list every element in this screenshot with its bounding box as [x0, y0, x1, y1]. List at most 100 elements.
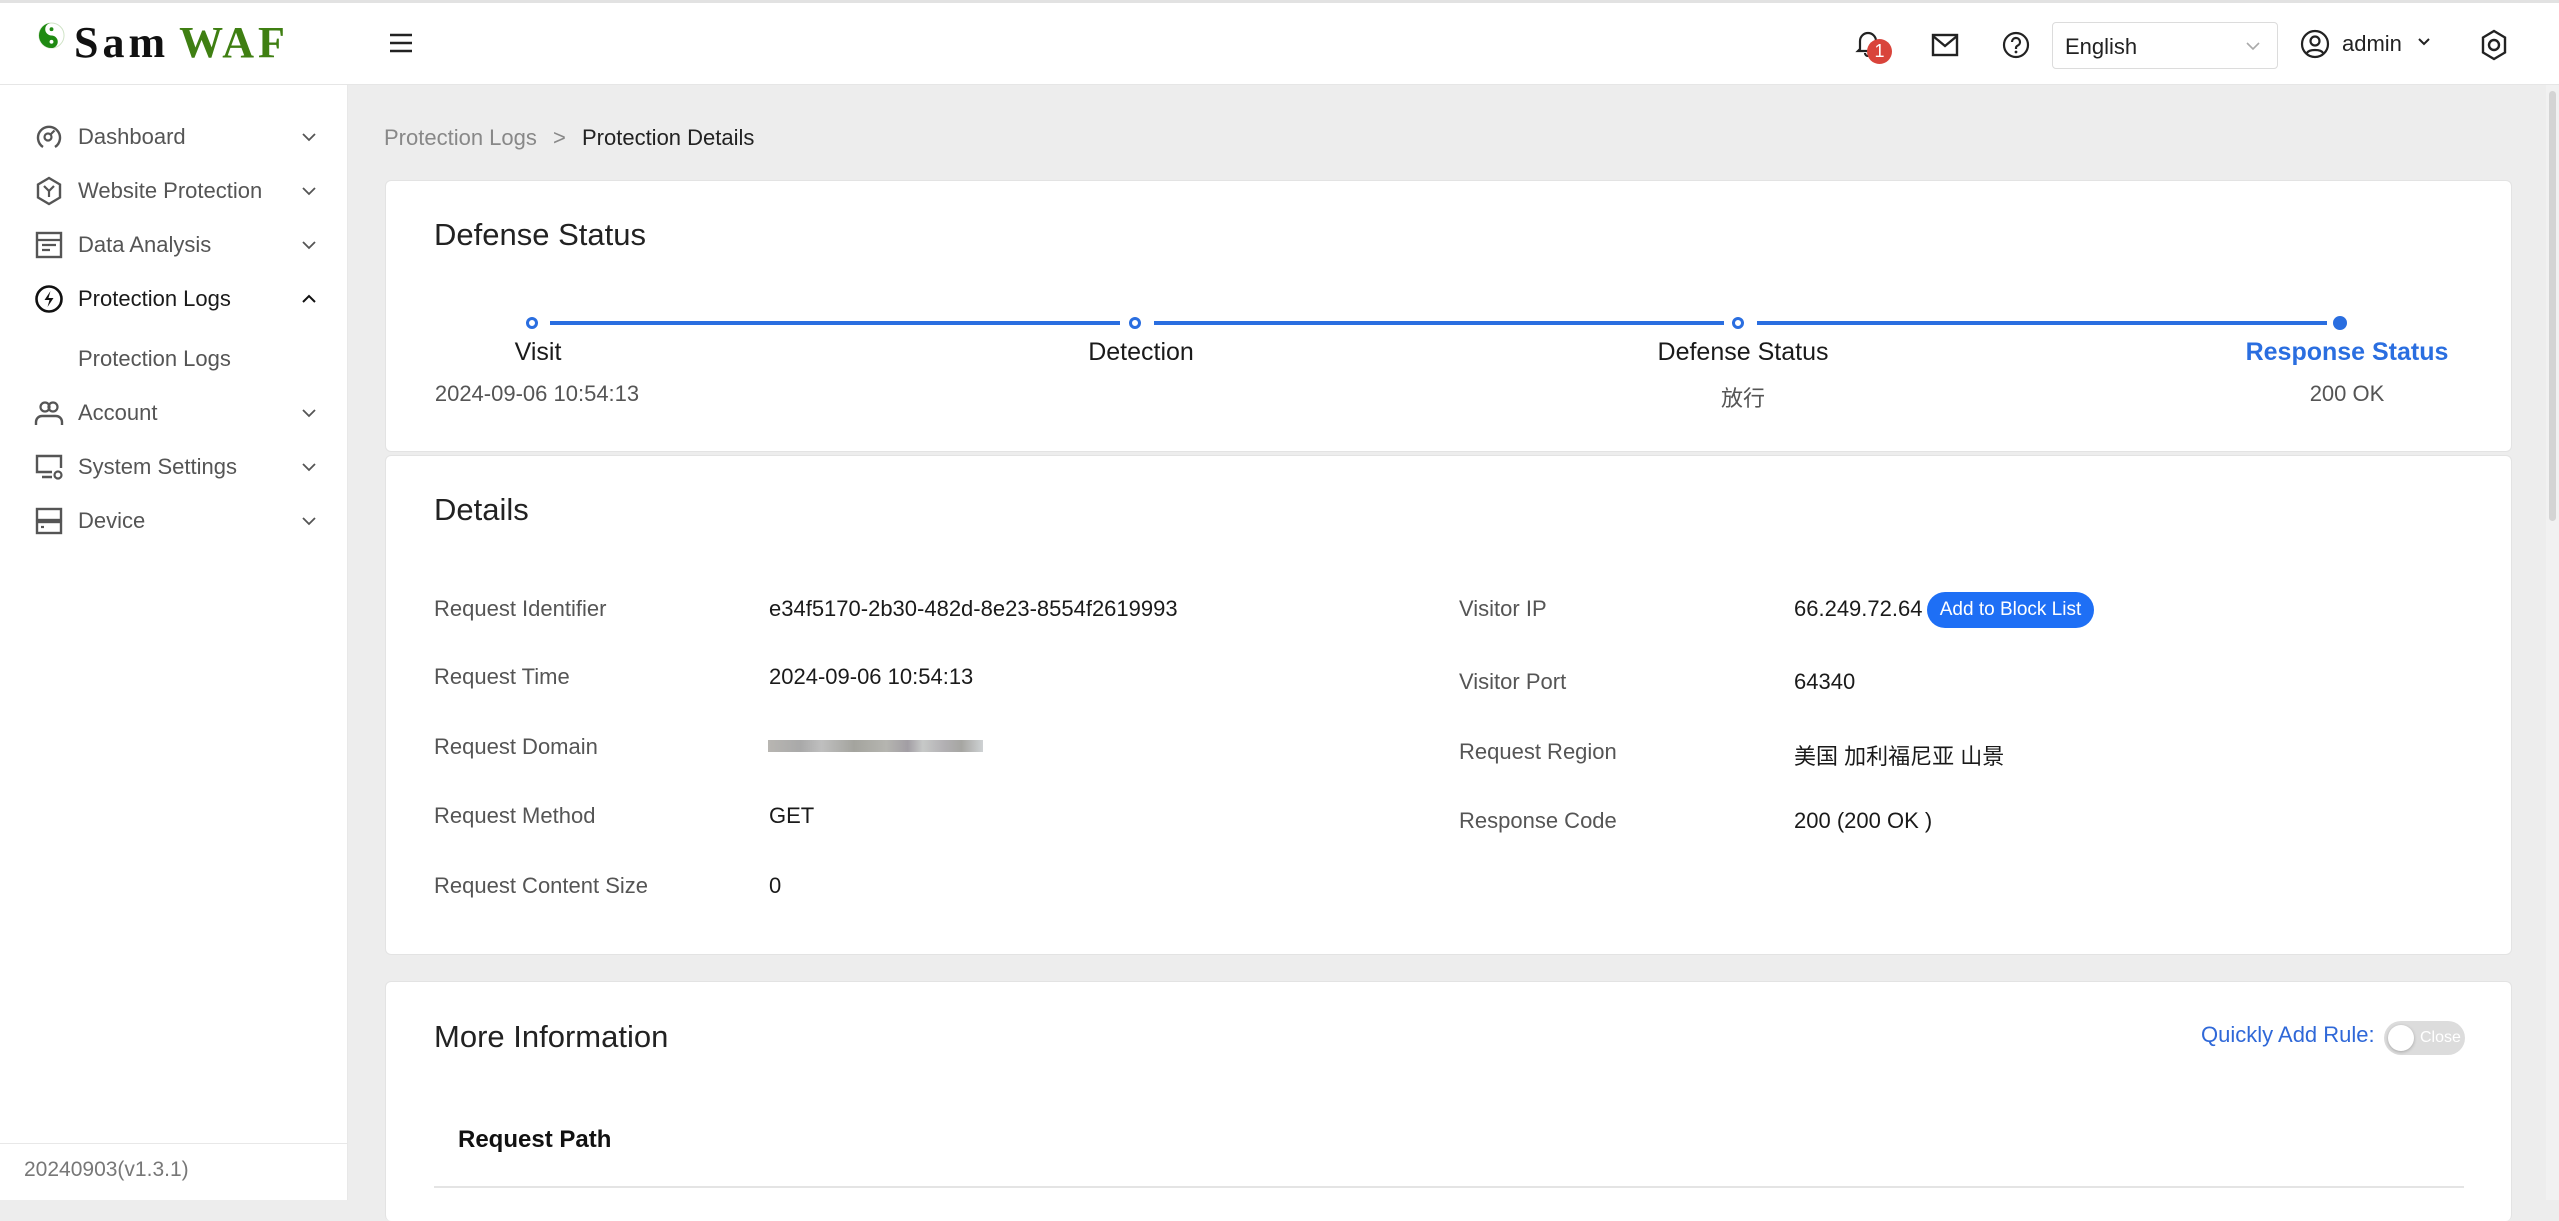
step-label-detection: Detection	[1088, 338, 1194, 366]
step-connector	[1757, 321, 2327, 325]
step-dot-current	[2333, 316, 2347, 330]
sidebar-item-website-protection[interactable]: Website Protection	[0, 169, 348, 213]
language-select-value: English	[2065, 34, 2138, 59]
sidebar-item-label: Data Analysis	[78, 232, 212, 257]
sidebar-item-label: Account	[78, 400, 158, 425]
window-top-border	[0, 0, 2559, 3]
step-label-response-status: Response Status	[2245, 338, 2449, 366]
add-to-block-list-button[interactable]: Add to Block List	[1927, 592, 2094, 628]
brand-name-waf: WAF	[179, 18, 289, 67]
monitor-gear-icon	[35, 454, 63, 480]
visitor-ip-value: 66.249.72.64	[1794, 596, 1923, 621]
sidebar-item-system-settings[interactable]: System Settings	[0, 445, 348, 489]
breadcrumb-separator: >	[553, 125, 566, 150]
step-label-visit: Visit	[514, 338, 562, 366]
section-divider	[434, 1186, 2464, 1188]
response-code-value: 200 (200 OK )	[1794, 808, 1933, 833]
table-list-icon	[35, 231, 63, 259]
dashboard-gauge-icon	[36, 125, 62, 149]
help-icon[interactable]	[2002, 31, 2030, 59]
toggle-state-label: Close	[2420, 1029, 2461, 1046]
step-sub-defense-status: 放行	[1720, 386, 1766, 411]
details-card: Details	[385, 455, 2512, 955]
toggle-knob	[2388, 1025, 2414, 1051]
chevron-down-icon	[2246, 42, 2260, 51]
user-name: admin	[2342, 31, 2402, 56]
detail-label: Request Time	[434, 664, 570, 689]
chevron-down-icon	[2418, 38, 2430, 46]
step-dot	[526, 317, 538, 329]
request-path-heading: Request Path	[458, 1126, 612, 1153]
sidebar: Dashboard Website Protection Data Analys…	[0, 85, 348, 1200]
chevron-down-icon	[302, 463, 316, 472]
request-identifier-value: e34f5170-2b30-482d-8e23-8554f2619993	[769, 596, 1178, 621]
users-icon	[34, 401, 64, 425]
chevron-down-icon	[302, 517, 316, 526]
hexagon-shield-icon	[36, 176, 62, 206]
request-domain-redacted	[768, 740, 983, 752]
scrollbar-thumb[interactable]	[2549, 91, 2556, 521]
request-region-value: 美国 加利福尼亚 山景	[1794, 744, 2005, 769]
lightning-circle-icon	[35, 285, 63, 313]
sidebar-item-label: Protection Logs	[78, 286, 231, 311]
more-information-card: More Information Quickly Add Rule: Close…	[385, 981, 2512, 1221]
detail-label: Request Domain	[434, 734, 598, 759]
sidebar-item-device[interactable]: Device	[0, 499, 348, 543]
chevron-down-icon	[302, 187, 316, 196]
step-dot	[1732, 317, 1744, 329]
detail-label: Request Identifier	[434, 596, 607, 621]
sidebar-item-label: Device	[78, 508, 146, 533]
defense-status-card: Defense Status	[385, 180, 2512, 452]
sidebar-divider	[0, 1143, 348, 1144]
sidebar-subitem-protection-logs[interactable]: Protection Logs	[0, 337, 348, 381]
notification-badge: 1	[1867, 39, 1892, 64]
breadcrumb: Protection Logs > Protection Details	[384, 125, 754, 151]
breadcrumb-current: Protection Details	[581, 125, 755, 150]
card-title: Defense Status	[434, 217, 646, 252]
sidebar-item-protection-logs[interactable]: Protection Logs	[0, 277, 348, 321]
detail-label: Response Code	[1459, 808, 1617, 833]
sidebar-item-account[interactable]: Account	[0, 391, 348, 435]
detail-label: Request Content Size	[434, 873, 649, 898]
request-method-value: GET	[769, 803, 815, 828]
detail-label: Visitor Port	[1459, 669, 1567, 694]
chevron-down-icon	[302, 241, 316, 250]
step-sub-response-status: 200 OK	[2309, 381, 2385, 406]
step-connector	[550, 321, 1120, 325]
chevron-down-icon	[302, 409, 316, 418]
quick-add-rule-toggle[interactable]: Close	[2384, 1021, 2465, 1055]
brand-logo[interactable]: Sam WAF	[74, 17, 289, 68]
sidebar-item-label: Website Protection	[78, 178, 263, 203]
step-dot	[1129, 317, 1141, 329]
mail-icon[interactable]	[1931, 33, 1959, 57]
user-avatar-icon	[2300, 29, 2330, 59]
detail-label: Request Method	[434, 803, 596, 828]
sidebar-item-data-analysis[interactable]: Data Analysis	[0, 223, 348, 267]
detail-label: Visitor IP	[1459, 596, 1547, 621]
sidebar-item-label: System Settings	[78, 454, 237, 479]
chevron-up-icon	[302, 294, 316, 303]
sidebar-item-label: Protection Logs	[78, 346, 231, 371]
breadcrumb-parent-link[interactable]: Protection Logs	[384, 125, 537, 150]
card-title: Details	[434, 492, 529, 527]
step-connector	[1154, 321, 1724, 325]
settings-hexagon-icon[interactable]	[2480, 29, 2508, 61]
user-menu[interactable]: admin	[2300, 27, 2440, 63]
yin-yang-logo-icon	[38, 22, 65, 49]
sidebar-item-label: Dashboard	[78, 124, 186, 149]
language-select[interactable]: English	[2052, 22, 2278, 69]
visitor-port-value: 64340	[1794, 669, 1856, 694]
notifications-button[interactable]: 1	[1855, 29, 1892, 64]
sidebar-item-dashboard[interactable]: Dashboard	[0, 115, 348, 159]
server-icon	[35, 507, 63, 535]
chevron-down-icon	[302, 133, 316, 142]
app-version: 20240903(v1.3.1)	[24, 1158, 189, 1181]
request-content-size-value: 0	[769, 873, 782, 898]
page-scrollbar[interactable]	[2546, 85, 2559, 1200]
hamburger-menu-icon[interactable]	[389, 33, 413, 53]
detail-label: Request Region	[1459, 739, 1617, 764]
top-header: Sam WAF 1 English admin	[0, 3, 2559, 85]
request-time-value: 2024-09-06 10:54:13	[769, 664, 974, 689]
quick-add-rule-label: Quickly Add Rule:	[2201, 1022, 2375, 1047]
card-title: More Information	[434, 1019, 669, 1054]
